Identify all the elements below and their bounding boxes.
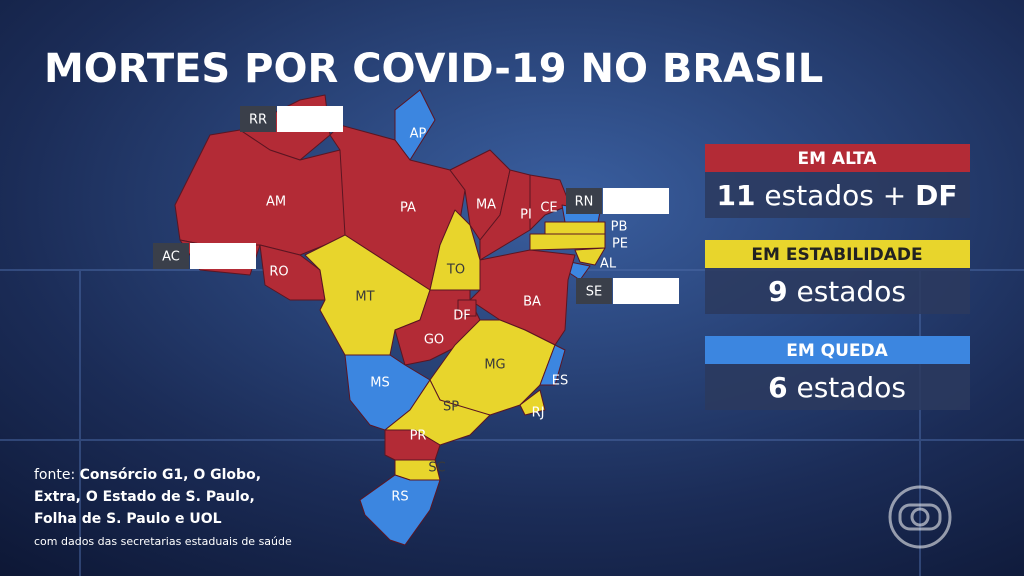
state-label: PE (612, 237, 628, 252)
summary-count: 9 estados (768, 275, 906, 308)
state-label: MT (355, 290, 374, 305)
callout-change-box (277, 106, 343, 132)
summary-text: estados (796, 275, 905, 308)
callout-state-box (240, 106, 276, 132)
source-text: Folha de S. Paulo e UOL (34, 511, 222, 527)
state-label: PA (400, 201, 416, 216)
summary-header-box (705, 144, 970, 172)
state-label: ES (552, 374, 568, 389)
state-ap (394, 89, 436, 161)
state-label: AP (410, 127, 427, 142)
state-label: RJ (532, 406, 545, 421)
callouts: RR +270% AC +100% RN -23% SE -40% (153, 106, 679, 304)
summary-label: EM QUEDA (786, 341, 888, 361)
callout-state-box (576, 278, 612, 304)
state-label: TO (446, 263, 465, 278)
state-ba (469, 249, 576, 346)
summary-body-box (705, 172, 970, 218)
callout-change: -23% (619, 195, 653, 210)
summary-count: 6 estados (768, 371, 906, 404)
state-label: PI (520, 208, 532, 223)
title: MORTES POR COVID-19 NO BRASIL (44, 46, 823, 92)
callout-change: +270% (286, 113, 334, 128)
state-pa (329, 124, 466, 291)
state-label: MS (370, 376, 389, 391)
callout-state-box (566, 188, 602, 214)
state-label: RO (269, 265, 288, 280)
source-line: fonte: Consórcio G1, O Globo, (34, 467, 261, 483)
state-label: AM (266, 195, 286, 210)
summary-count: 11 estados + DF (717, 179, 958, 212)
state-rs (359, 474, 441, 546)
state-ce (529, 174, 571, 231)
logo (888, 485, 952, 549)
callout-state: RR (249, 113, 267, 128)
callout-state: RN (575, 195, 594, 210)
state-pb (544, 221, 606, 235)
callout-change: -40% (629, 285, 663, 300)
callout-change-box (613, 278, 679, 304)
source-note: com dados das secretarias estaduais de s… (34, 535, 292, 548)
summary-body-box (705, 364, 970, 410)
state-pe (529, 233, 606, 251)
state-label: MA (476, 198, 496, 213)
summary-body-box (705, 268, 970, 314)
source: fonte: Consórcio G1, O Globo, Extra, O E… (34, 467, 292, 548)
state-es (539, 344, 566, 386)
summary-extra: DF (915, 179, 957, 212)
summary-header-box (705, 240, 970, 268)
summary-label: EM ALTA (797, 149, 877, 169)
summary-text: estados + (764, 179, 906, 212)
summary-number: 6 (768, 371, 787, 404)
summary-label: EM ESTABILIDADE (751, 245, 922, 265)
state-label: BA (523, 295, 541, 310)
state-label: MG (484, 358, 505, 373)
source-text: Extra, O Estado de S. Paulo, (34, 489, 255, 505)
state-label: GO (424, 333, 444, 348)
state-label: PB (611, 220, 628, 235)
summary-number: 11 (717, 179, 756, 212)
source-prefix: fonte: (34, 467, 75, 483)
state-label: RS (391, 490, 408, 505)
state-label: AL (600, 257, 617, 272)
state-label: CE (540, 201, 557, 216)
state-label: SP (443, 400, 459, 415)
callout-change-box (603, 188, 669, 214)
summary-number: 9 (768, 275, 787, 308)
callout-change: +100% (199, 250, 247, 265)
state-al (574, 247, 606, 266)
callout-state: SE (586, 285, 602, 300)
callout-state-box (153, 243, 189, 269)
summary-header-box (705, 336, 970, 364)
source-text: Consórcio G1, O Globo, (80, 467, 261, 483)
state-label: DF (453, 309, 471, 324)
callout-state: AC (162, 250, 180, 265)
state-labels: AM PA MA PI CE AP RO TO MT DF GO BA MG ES RJ MS SP PR SC RS… (266, 127, 628, 505)
summary-text: estados (796, 371, 905, 404)
summary: EM ALTA 11 estados + DF EM ESTABILIDADE 9 e… (705, 144, 970, 410)
state-label: SC (428, 461, 445, 476)
state-df (457, 299, 477, 317)
state-rj (519, 389, 546, 416)
state-label: PR (410, 429, 427, 444)
callout-change-box (190, 243, 256, 269)
